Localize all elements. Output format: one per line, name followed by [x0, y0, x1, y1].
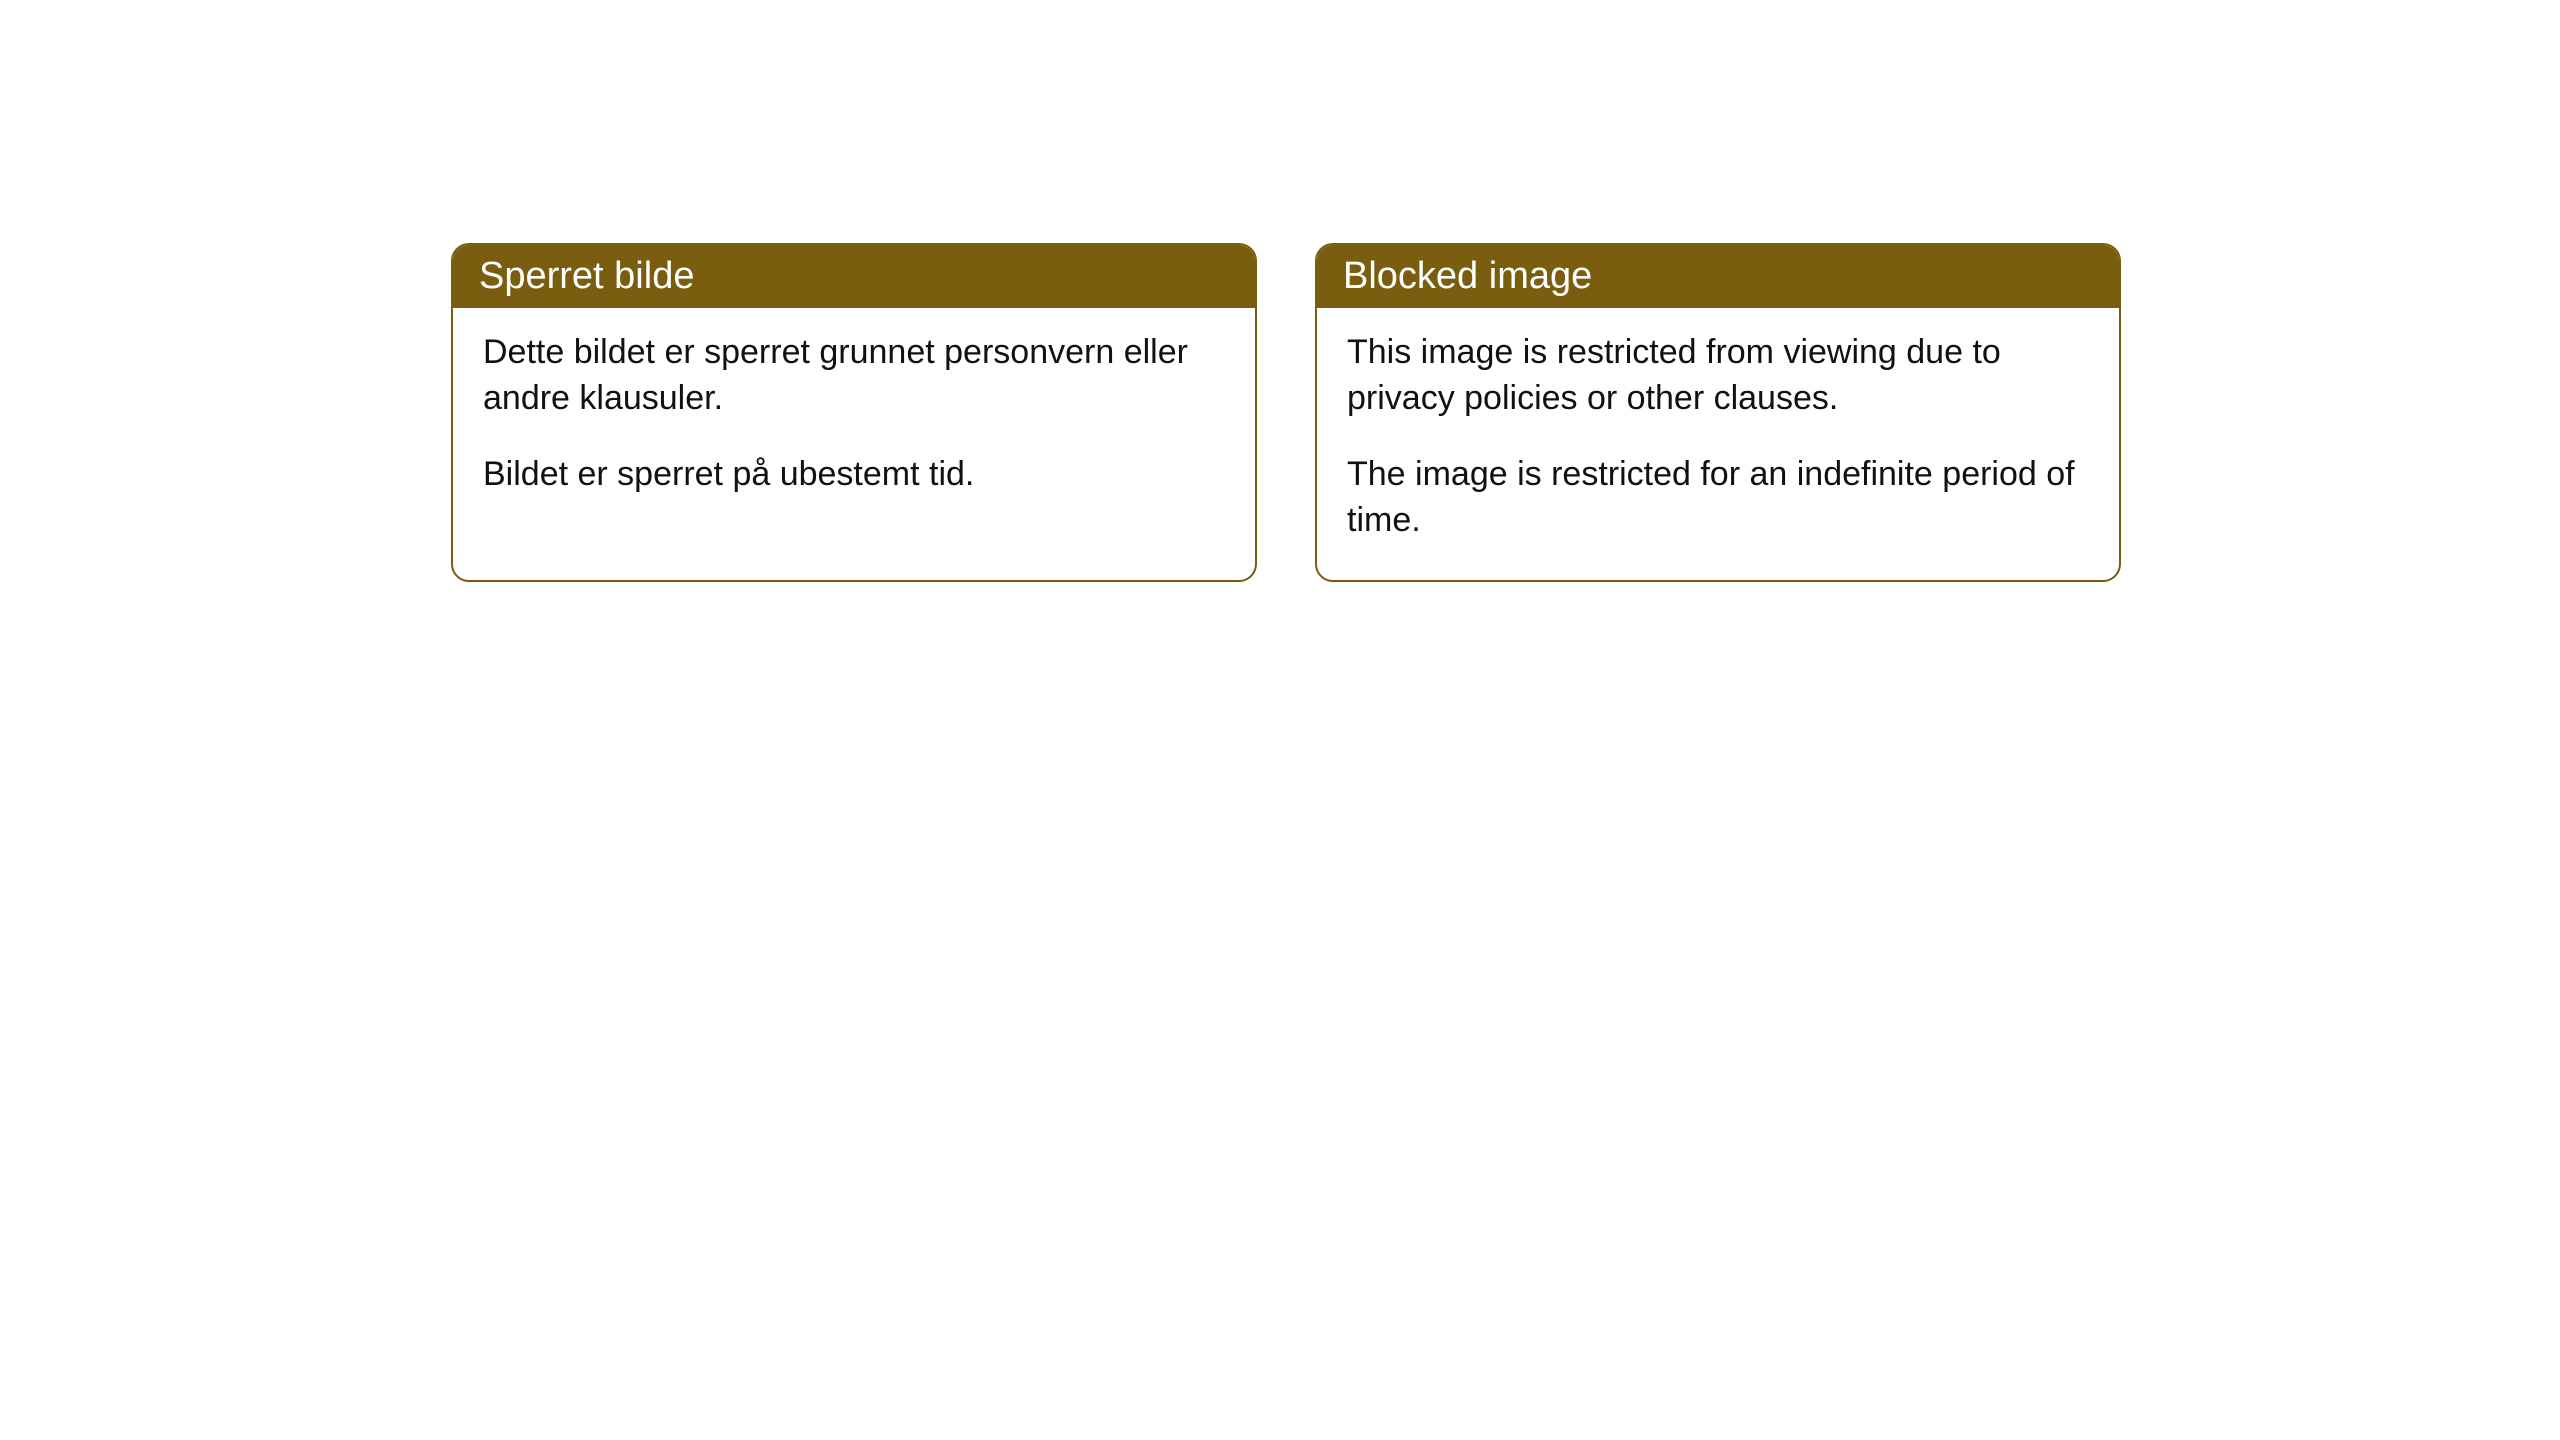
- card-paragraph: Bildet er sperret på ubestemt tid.: [483, 452, 1225, 498]
- card-title: Sperret bilde: [479, 255, 694, 297]
- card-body: This image is restricted from viewing du…: [1317, 308, 2119, 580]
- card-header: Blocked image: [1317, 245, 2119, 308]
- card-header: Sperret bilde: [453, 245, 1255, 308]
- card-body: Dette bildet er sperret grunnet personve…: [453, 308, 1255, 534]
- card-paragraph: This image is restricted from viewing du…: [1347, 330, 2089, 422]
- card-title: Blocked image: [1343, 255, 1592, 297]
- blocked-image-card-english: Blocked image This image is restricted f…: [1315, 243, 2121, 582]
- card-paragraph: Dette bildet er sperret grunnet personve…: [483, 330, 1225, 422]
- card-paragraph: The image is restricted for an indefinit…: [1347, 452, 2089, 544]
- notice-cards-container: Sperret bilde Dette bildet er sperret gr…: [451, 243, 2121, 582]
- blocked-image-card-norwegian: Sperret bilde Dette bildet er sperret gr…: [451, 243, 1257, 582]
